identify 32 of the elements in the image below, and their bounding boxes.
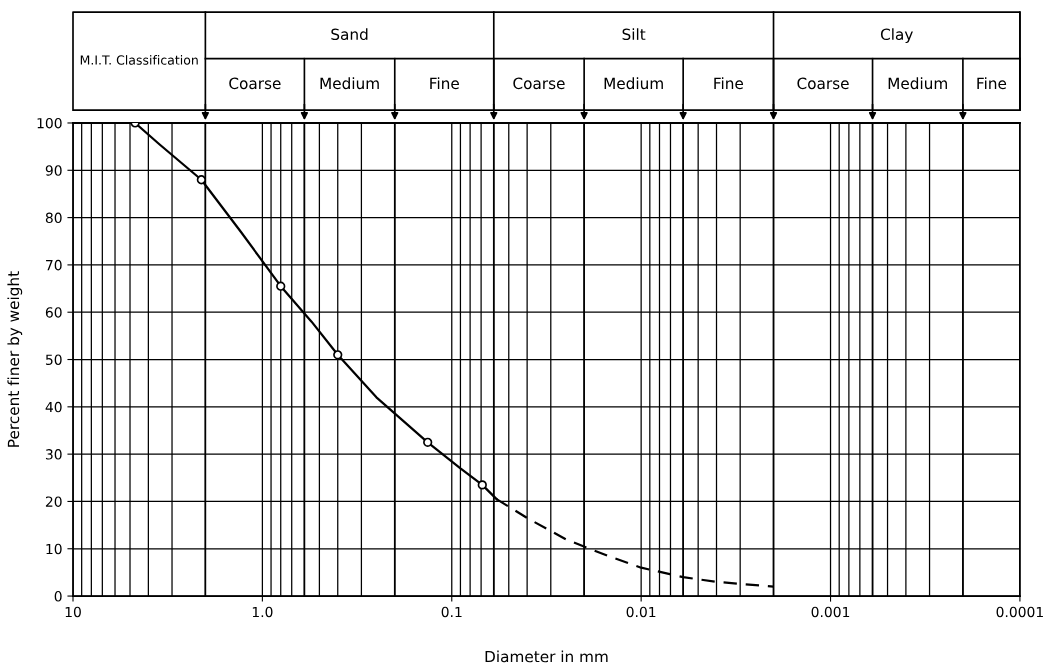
x-axis-title: Diameter in mm: [485, 650, 608, 663]
y-axis-title: Percent finer by weight: [7, 271, 23, 447]
text: Medium: [888, 77, 947, 90]
x-tick-label: 0.01: [626, 606, 656, 618]
y-tick-label: 100: [37, 117, 62, 129]
x-tick-label: 10: [65, 606, 81, 618]
y-tick-label: 0: [54, 591, 62, 602]
x-tick-label: 0.1: [441, 606, 462, 618]
y-tick-label: 70: [46, 259, 62, 271]
y-tick-label: 90: [45, 165, 62, 176]
y-tick-label: 50: [45, 354, 62, 365]
text: Clay: [880, 28, 913, 44]
x-tick-label: 0.001: [811, 606, 850, 618]
text: Fine: [430, 77, 459, 90]
y-tick-label: 60: [45, 307, 62, 318]
text: Fine: [714, 77, 744, 90]
text: Coarse: [229, 77, 281, 90]
text: Coarse: [513, 77, 565, 90]
y-tick-label: 10: [46, 543, 62, 555]
x-tick-label: 0.0001: [996, 606, 1043, 618]
text: Sand: [331, 28, 368, 41]
y-tick-label: 40: [45, 401, 62, 413]
x-tick-label: 1.0: [252, 606, 273, 618]
y-tick-label: 20: [45, 496, 62, 507]
text: Medium: [320, 77, 379, 90]
y-tick-label: 80: [45, 212, 62, 224]
text: Silt: [622, 28, 646, 41]
y-tick-label: 30: [45, 449, 62, 460]
text: Medium: [604, 77, 663, 90]
text: M.I.T. Classification: [80, 55, 198, 65]
text: Fine: [977, 77, 1007, 90]
text: Coarse: [797, 77, 849, 90]
